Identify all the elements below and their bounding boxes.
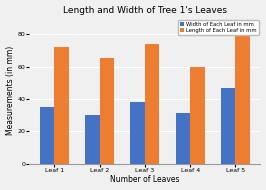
Bar (190, 66, 205, 164)
Legend: Width of Each Leaf in mm, Length of Each Leaf in mm: Width of Each Leaf in mm, Length of Each… (178, 20, 259, 35)
Bar (40, 107, 54, 164)
Bar (235, 34, 250, 164)
Bar (100, 59, 114, 164)
Title: Length and Width of Tree 1's Leaves: Length and Width of Tree 1's Leaves (63, 6, 227, 15)
Bar (176, 113, 190, 164)
Bar (85, 115, 100, 164)
Bar (54, 47, 69, 164)
Y-axis label: Measurements (in mm): Measurements (in mm) (6, 46, 15, 135)
Bar (130, 102, 145, 164)
Bar (145, 44, 159, 164)
Bar (221, 88, 235, 164)
X-axis label: Number of Leaves: Number of Leaves (110, 175, 180, 184)
